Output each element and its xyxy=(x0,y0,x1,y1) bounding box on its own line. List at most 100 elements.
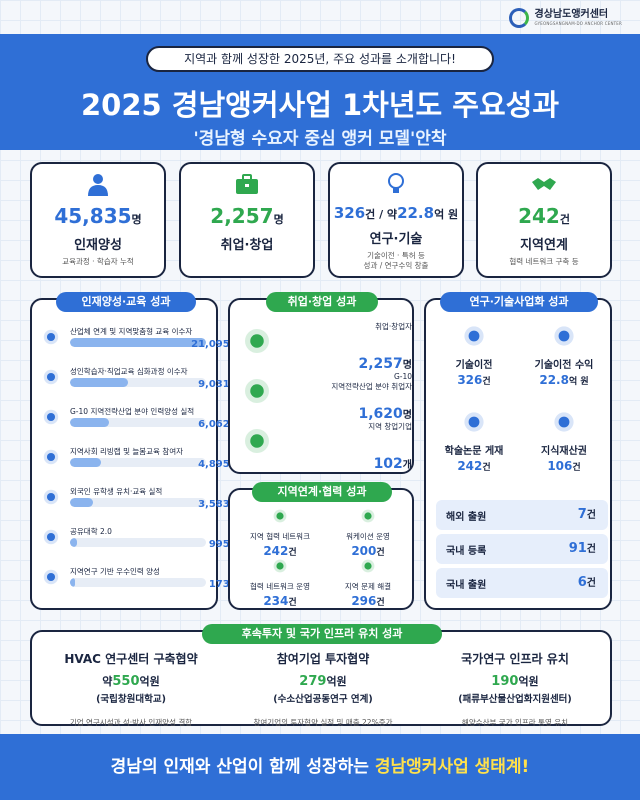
target-icon xyxy=(43,369,59,385)
logo-subtitle: GYEONGSANGNAM-DO ANCHOR CENTER xyxy=(534,20,622,26)
books-icon xyxy=(464,412,484,432)
patent-row: 국내 출원 6건 xyxy=(436,568,608,598)
startup-icon xyxy=(245,429,269,453)
employment-item: 지역 창업기업 102개 xyxy=(242,420,414,472)
investment-item-title: HVAC 연구센터 구축협약 xyxy=(64,652,198,666)
cooperation-panel: 지역연계·협력 성과 지역 협력 네트워크 242건 워케이션 운영 200건 협력 네… xyxy=(228,482,414,610)
cooperation-item-unit: 건 xyxy=(288,548,297,558)
cooperation-item-label: 협력 네트워크 운영 xyxy=(250,582,310,591)
stat-unit: 건 xyxy=(559,213,570,226)
investment-item-desc: 기업 연구시설과 석·박사 인재양성 결합 xyxy=(69,718,193,727)
stat-card-talent: 45,835명 인재양성 교육과정 · 학습자 누적 xyxy=(30,162,166,278)
patent-row: 국내 등록 91건 xyxy=(436,534,608,564)
employment-item-label: G-10 xyxy=(393,372,412,381)
cooperation-panel-title: 지역연계·협력 성과 xyxy=(252,482,392,502)
research-panel-title: 연구·기술사업화 성과 xyxy=(440,292,598,312)
research-item-value: 242 xyxy=(457,459,483,473)
investment-item-title: 국가연구 인프라 유치 xyxy=(461,652,569,666)
stat-card-employment: 2,257명 취업·창업 xyxy=(179,162,315,278)
network-globe-icon xyxy=(273,509,287,523)
investment-item-prefix: 약 xyxy=(102,675,113,688)
cooperation-item: 워케이션 운영 200건 xyxy=(324,508,412,560)
footer-text: 경남의 인재와 산업이 함께 성장하는 xyxy=(110,757,375,777)
investment-item-partner: (국립창원대학교) xyxy=(96,694,166,705)
footer-banner: 경남의 인재와 산업이 함께 성장하는 경남앵커사업 생태계! xyxy=(0,734,640,800)
talent-row-bar-fill xyxy=(70,418,110,427)
talent-row-label: 지역사회 리빙랩 및 늘봄교육 참여자 xyxy=(70,447,184,456)
cooperation-item-unit: 건 xyxy=(376,548,385,558)
stat-value-count: 326 xyxy=(333,204,366,222)
employment-item: G-10 지역전략산업 분야 취업자 1,620명 xyxy=(242,370,414,422)
investment-item-value: 190 xyxy=(491,674,519,689)
research-item-value: 106 xyxy=(547,459,573,473)
research-panel: 연구·기술사업화 성과 기술이전 326건 기술이전 수익 22.8억 원 학술논문 게… xyxy=(424,292,612,610)
employment-item-label: 지역 창업기업 xyxy=(368,422,412,431)
stat-title: 지역연계 xyxy=(520,238,568,253)
patent-row-unit: 건 xyxy=(586,544,596,555)
talent-row-bar-fill xyxy=(70,378,129,387)
talent-row-value: 6,062 xyxy=(198,419,230,430)
talent-row-value: 4,895 xyxy=(198,459,230,470)
investment-item-value: 550 xyxy=(112,674,140,689)
employment-item-value: 102 xyxy=(373,456,403,472)
logo-name: 경상남도앵커센터 xyxy=(534,9,609,21)
employment-item-value: 2,257 xyxy=(358,356,403,372)
research-item-label: 학술논문 게재 xyxy=(444,446,504,457)
handshake-icon xyxy=(532,178,556,190)
research-item-value: 326 xyxy=(457,373,483,387)
research-item: 기술이전 326건 xyxy=(434,324,514,404)
person-icon xyxy=(88,174,108,196)
briefcase-icon xyxy=(236,174,258,194)
cooperation-icon xyxy=(273,559,287,573)
cooperation-item-label: 워케이션 운영 xyxy=(346,532,390,541)
employee-icon xyxy=(245,329,269,353)
talent-row-bar-fill xyxy=(70,578,76,587)
investment-panel-title: 후속투자 및 국가 인프라 유치 성과 xyxy=(202,624,442,644)
talent-row: 지역연구 기반 우수인력 양성173명 xyxy=(42,566,238,598)
talent-row-label: 성인학습자·직업교육 심화과정 이수자 xyxy=(70,367,188,376)
investment-item-partner: (패류부산물산업화지원센터) xyxy=(458,694,572,705)
talent-row-value: 9,031 xyxy=(198,379,230,390)
talent-row-bar-fill xyxy=(70,498,94,507)
lightbulb-icon xyxy=(388,173,404,193)
page-subtitle: '경남형 수요자 중심 앵커 모델'안착 xyxy=(193,129,447,149)
investment-item: 참여기업 투자협약 279억원 (수소산업공동연구 연계) 참여기업의 투자협약 실적… xyxy=(228,650,418,728)
employment-item-label: 취업·창업자 xyxy=(375,322,412,331)
patent-row-label: 국내 출원 xyxy=(446,580,487,591)
talent-panel-title: 인재양성·교육 성과 xyxy=(56,292,196,312)
talent-row-bar-fill xyxy=(70,458,102,467)
university-icon xyxy=(43,529,59,545)
talent-row-value: 21,095 xyxy=(191,339,230,350)
investment-item-title: 참여기업 투자협약 xyxy=(276,652,370,666)
page-title: 2025 경남앵커사업 1차년도 주요성과 xyxy=(80,88,560,122)
community-icon xyxy=(43,449,59,465)
patent-row-value: 6 xyxy=(577,575,587,590)
certificate-icon xyxy=(554,412,574,432)
cooperation-item: 협력 네트워크 운영 234건 xyxy=(236,558,324,610)
research-item-unit: 건 xyxy=(572,463,581,473)
stat-unit-count: 건 / 약 xyxy=(365,208,398,221)
cooperation-item-value: 234 xyxy=(263,594,289,608)
stat-desc: 교육과정 · 학습자 누적 xyxy=(62,257,134,266)
problem-solving-icon xyxy=(361,559,375,573)
research-item-value: 22.8 xyxy=(539,373,569,387)
employment-item-unit: 개 xyxy=(402,460,412,471)
graduation-icon xyxy=(43,329,59,345)
logo: 경상남도앵커센터 GYEONGSANGNAM-DO ANCHOR CENTER xyxy=(508,8,622,28)
employment-item-value: 1,620 xyxy=(358,406,403,422)
cooperation-item: 지역 문제 해결 296건 xyxy=(324,558,412,610)
talent-row-label: 외국인 유학생 유치·교육 실적 xyxy=(70,487,163,496)
talent-row: G-10 지역전략산업 분야 인력양성 실적6,062명 xyxy=(42,406,238,438)
talent-row-bar-fill xyxy=(70,338,206,347)
talent-row-bar xyxy=(70,418,206,427)
investment-item-unit: 억원 xyxy=(139,675,160,688)
talent-row: 외국인 유학생 유치·교육 실적3,583명 xyxy=(42,486,238,518)
talent-panel: 인재양성·교육 성과 산업체 연계 및 지역맞춤형 교육 이수자21,095명성… xyxy=(30,292,238,610)
talent-row-bar xyxy=(70,338,206,347)
investment-item-desc: 참여기업의 투자협약 실적 및 매출 22%증가 xyxy=(253,718,393,727)
talent-row-label: 지역연구 기반 우수인력 양성 xyxy=(70,567,160,576)
talent-row-bar xyxy=(70,458,206,467)
talent-row-bar xyxy=(70,498,206,507)
